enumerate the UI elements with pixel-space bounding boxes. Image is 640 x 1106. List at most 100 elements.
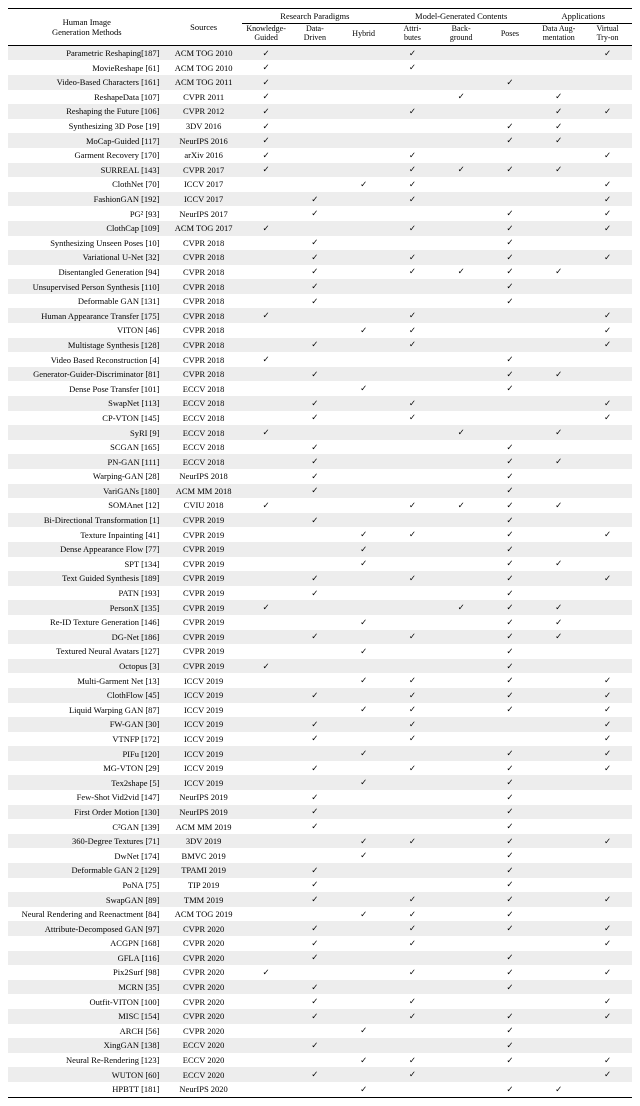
- check-cell: [242, 746, 291, 761]
- check-cell: ✓: [486, 1024, 535, 1039]
- source-cell: CVPR 2020: [166, 980, 242, 995]
- check-cell: ✓: [534, 90, 583, 105]
- check-cell: ✓: [388, 163, 437, 178]
- check-cell: ✓: [486, 1038, 535, 1053]
- check-cell: [242, 192, 291, 207]
- check-cell: ✓: [290, 367, 339, 382]
- check-cell: [242, 367, 291, 382]
- check-cell: [242, 454, 291, 469]
- check-cell: [437, 323, 486, 338]
- check-cell: [388, 819, 437, 834]
- check-cell: ✓: [486, 951, 535, 966]
- check-cell: [583, 1038, 632, 1053]
- check-cell: [242, 848, 291, 863]
- check-cell: [583, 454, 632, 469]
- check-cell: [534, 1067, 583, 1082]
- table-row: WUTON [60]ECCV 2020✓✓✓: [8, 1067, 632, 1082]
- check-cell: [534, 936, 583, 951]
- table-row: MCRN [35]CVPR 2020✓✓: [8, 980, 632, 995]
- check-cell: [290, 703, 339, 718]
- source-cell: CVPR 2020: [166, 994, 242, 1009]
- table-row: Dense Appearance Flow [77]CVPR 2019✓✓: [8, 542, 632, 557]
- check-cell: [437, 527, 486, 542]
- check-cell: [339, 586, 388, 601]
- source-cell: CVPR 2018: [166, 367, 242, 382]
- table-row: SwapNet [113]ECCV 2018✓✓✓: [8, 396, 632, 411]
- check-cell: [290, 527, 339, 542]
- method-cell: SPT [134]: [8, 557, 166, 572]
- check-cell: ✓: [388, 761, 437, 776]
- check-cell: ✓: [534, 133, 583, 148]
- method-cell: VariGANs [180]: [8, 484, 166, 499]
- check-cell: [534, 805, 583, 820]
- check-cell: [242, 790, 291, 805]
- check-cell: [583, 440, 632, 455]
- check-cell: ✓: [583, 732, 632, 747]
- check-cell: ✓: [388, 104, 437, 119]
- table-row: SCGAN [165]ECCV 2018✓✓: [8, 440, 632, 455]
- check-cell: ✓: [388, 907, 437, 922]
- check-cell: [290, 746, 339, 761]
- check-cell: [242, 557, 291, 572]
- check-cell: [534, 994, 583, 1009]
- source-cell: CVPR 2020: [166, 936, 242, 951]
- check-cell: [339, 951, 388, 966]
- check-cell: [290, 352, 339, 367]
- check-cell: [290, 163, 339, 178]
- check-cell: [290, 557, 339, 572]
- check-cell: [437, 60, 486, 75]
- source-cell: NeurIPS 2016: [166, 133, 242, 148]
- table-row: 360-Degree Textures [71]3DV 2019✓✓✓✓: [8, 834, 632, 849]
- check-cell: [534, 571, 583, 586]
- check-cell: [242, 323, 291, 338]
- check-cell: [242, 571, 291, 586]
- check-cell: ✓: [388, 936, 437, 951]
- check-cell: [339, 732, 388, 747]
- check-cell: [437, 177, 486, 192]
- check-cell: [437, 907, 486, 922]
- check-cell: ✓: [339, 907, 388, 922]
- check-cell: [583, 498, 632, 513]
- check-cell: [388, 469, 437, 484]
- table-row: ClothFlow [45]ICCV 2019✓✓✓✓: [8, 688, 632, 703]
- table-row: Reshaping the Future [106]CVPR 2012✓✓✓✓: [8, 104, 632, 119]
- check-cell: ✓: [486, 294, 535, 309]
- check-cell: [388, 775, 437, 790]
- check-cell: ✓: [583, 148, 632, 163]
- check-cell: ✓: [242, 425, 291, 440]
- source-cell: CVPR 2019: [166, 644, 242, 659]
- table-row: FashionGAN [192]ICCV 2017✓✓✓: [8, 192, 632, 207]
- check-cell: [534, 527, 583, 542]
- check-cell: [242, 703, 291, 718]
- check-cell: [339, 338, 388, 353]
- check-cell: [242, 265, 291, 280]
- check-cell: [339, 921, 388, 936]
- source-cell: CVPR 2018: [166, 265, 242, 280]
- method-cell: Multistage Synthesis [128]: [8, 338, 166, 353]
- source-cell: CVPR 2019: [166, 571, 242, 586]
- table-row: C²GAN [139]ACM MM 2019✓✓: [8, 819, 632, 834]
- check-cell: [388, 381, 437, 396]
- check-cell: [583, 381, 632, 396]
- check-cell: [290, 1024, 339, 1039]
- check-cell: [290, 673, 339, 688]
- check-cell: ✓: [339, 848, 388, 863]
- table-row: SyRI [9]ECCV 2018✓✓✓: [8, 425, 632, 440]
- table-row: GFLA [116]CVPR 2020✓✓: [8, 951, 632, 966]
- source-cell: CVIU 2018: [166, 498, 242, 513]
- check-cell: ✓: [290, 236, 339, 251]
- check-cell: [437, 775, 486, 790]
- source-cell: CVPR 2018: [166, 323, 242, 338]
- check-cell: ✓: [486, 673, 535, 688]
- check-cell: ✓: [388, 192, 437, 207]
- check-cell: ✓: [290, 206, 339, 221]
- check-cell: ✓: [486, 352, 535, 367]
- source-cell: ICCV 2019: [166, 703, 242, 718]
- check-cell: ✓: [290, 192, 339, 207]
- check-cell: [242, 732, 291, 747]
- check-cell: [242, 980, 291, 995]
- check-cell: ✓: [290, 294, 339, 309]
- check-cell: ✓: [290, 338, 339, 353]
- check-cell: ✓: [486, 848, 535, 863]
- check-cell: [339, 484, 388, 499]
